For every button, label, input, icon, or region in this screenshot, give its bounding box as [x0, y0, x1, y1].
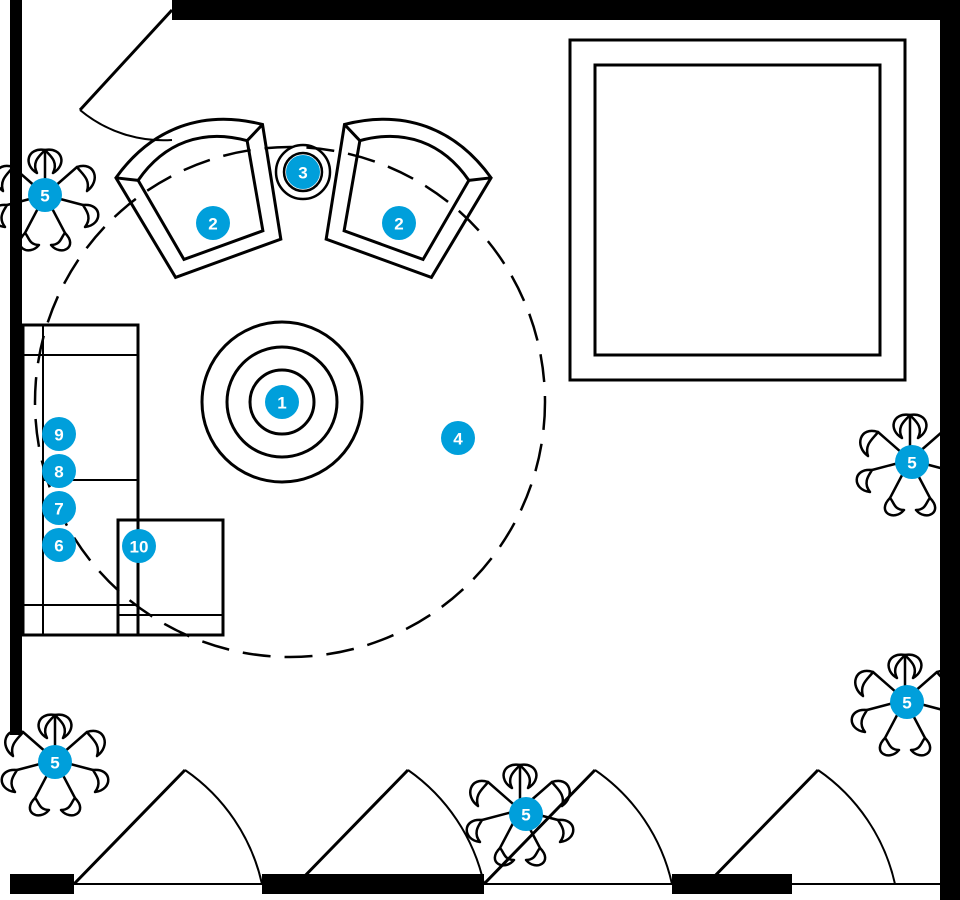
- svg-text:2: 2: [208, 215, 217, 234]
- marker-5: 5: [890, 685, 924, 719]
- marker-8: 8: [42, 454, 76, 488]
- marker-7: 7: [42, 491, 76, 525]
- marker-5: 5: [38, 745, 72, 779]
- svg-text:7: 7: [54, 500, 63, 519]
- marker-6: 6: [42, 528, 76, 562]
- marker-9: 9: [42, 417, 76, 451]
- svg-text:3: 3: [298, 164, 307, 183]
- svg-text:5: 5: [50, 754, 59, 773]
- svg-text:2: 2: [394, 215, 403, 234]
- marker-2: 2: [196, 206, 230, 240]
- svg-text:6: 6: [54, 537, 63, 556]
- svg-text:5: 5: [902, 694, 911, 713]
- marker-3: 3: [286, 155, 320, 189]
- walls: [10, 0, 960, 900]
- marker-1: 1: [265, 385, 299, 419]
- svg-text:8: 8: [54, 463, 63, 482]
- svg-text:5: 5: [907, 454, 916, 473]
- marker-5: 5: [509, 797, 543, 831]
- svg-text:10: 10: [130, 538, 149, 557]
- marker-10: 10: [122, 529, 156, 563]
- svg-text:4: 4: [453, 430, 463, 449]
- floorplan-diagram: 1 2 2 3 4 5 5 5 5 5 6 7 8 9 10: [0, 0, 960, 900]
- svg-text:5: 5: [521, 806, 530, 825]
- marker-4: 4: [441, 421, 475, 455]
- svg-text:1: 1: [277, 394, 286, 413]
- svg-text:9: 9: [54, 426, 63, 445]
- plants: [0, 150, 960, 866]
- marker-5: 5: [895, 445, 929, 479]
- marker-2: 2: [382, 206, 416, 240]
- furniture: [23, 40, 905, 657]
- marker-5: 5: [28, 178, 62, 212]
- svg-text:5: 5: [40, 187, 49, 206]
